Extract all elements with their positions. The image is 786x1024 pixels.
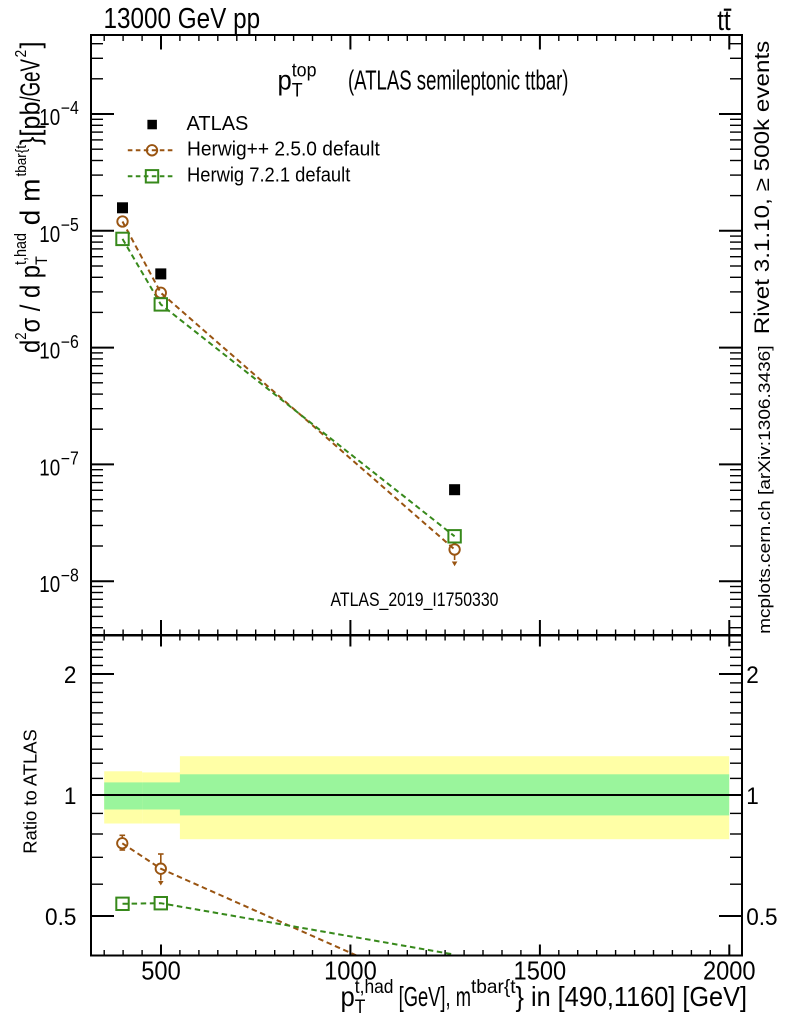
svg-text:500: 500 xyxy=(141,955,180,985)
svg-text:/GeV: /GeV xyxy=(15,59,46,102)
svg-text:−4: −4 xyxy=(61,98,79,118)
svg-text:p: p xyxy=(278,65,292,96)
svg-text:2: 2 xyxy=(13,332,30,339)
svg-text:t,had: t,had xyxy=(355,977,394,998)
svg-text:t,had: t,had xyxy=(11,233,30,265)
svg-text:Rivet 3.1.10, ≥ 500k events: Rivet 3.1.10, ≥ 500k events xyxy=(750,41,773,335)
svg-text:1: 1 xyxy=(64,783,77,810)
svg-text:10: 10 xyxy=(39,104,60,130)
svg-text:} in [490,1160] [GeV]: } in [490,1160] [GeV] xyxy=(516,981,748,1012)
svg-text:[GeV], m: [GeV], m xyxy=(394,981,472,1012)
svg-text:2: 2 xyxy=(64,662,77,689)
svg-text:1500: 1500 xyxy=(514,955,567,985)
svg-text:−8: −8 xyxy=(61,565,79,585)
svg-text:Herwig++ 2.5.0 default: Herwig++ 2.5.0 default xyxy=(187,139,380,161)
svg-text:T: T xyxy=(355,997,366,1018)
svg-text:−7: −7 xyxy=(61,449,79,469)
svg-text:Ratio to ATLAS: Ratio to ATLAS xyxy=(21,729,41,854)
svg-text:T: T xyxy=(292,80,303,102)
svg-text:mcplots.cern.ch [arXiv:1306.34: mcplots.cern.ch [arXiv:1306.3436] xyxy=(755,345,774,634)
svg-text:−6: −6 xyxy=(61,332,79,352)
svg-text:}[pb: }[pb xyxy=(15,102,46,145)
svg-text:2: 2 xyxy=(746,662,759,689)
svg-text:σ / d p: σ / d p xyxy=(15,265,46,332)
svg-text:10: 10 xyxy=(39,571,60,597)
svg-text:d: d xyxy=(15,340,46,353)
svg-text:1000: 1000 xyxy=(324,955,377,985)
svg-text:tbar{t: tbar{t xyxy=(13,144,30,176)
svg-text:13000 GeV pp: 13000 GeV pp xyxy=(104,3,261,35)
svg-text:10: 10 xyxy=(39,338,60,364)
svg-text:]: ] xyxy=(15,42,46,49)
svg-text:2000: 2000 xyxy=(703,955,756,985)
svg-text:d m: d m xyxy=(15,179,46,233)
svg-text:ATLAS_2019_I1750330: ATLAS_2019_I1750330 xyxy=(331,589,499,611)
svg-text:(ATLAS semileptonic ttbar): (ATLAS semileptonic ttbar) xyxy=(348,65,569,96)
svg-text:1: 1 xyxy=(746,783,759,810)
svg-text:10: 10 xyxy=(39,454,60,480)
svg-text:10: 10 xyxy=(39,221,60,247)
svg-text:tt: tt xyxy=(717,5,731,37)
svg-text:ATLAS: ATLAS xyxy=(187,113,249,135)
svg-text:p: p xyxy=(341,981,355,1012)
svg-text:2: 2 xyxy=(13,50,30,58)
svg-text:0.5: 0.5 xyxy=(45,904,76,931)
svg-text:T: T xyxy=(32,256,51,265)
svg-text:tbar{t: tbar{t xyxy=(471,976,516,998)
svg-text:Herwig 7.2.1 default: Herwig 7.2.1 default xyxy=(187,165,351,187)
svg-text:0.5: 0.5 xyxy=(746,904,777,931)
svg-text:top: top xyxy=(292,60,317,82)
svg-text:−5: −5 xyxy=(61,215,79,235)
